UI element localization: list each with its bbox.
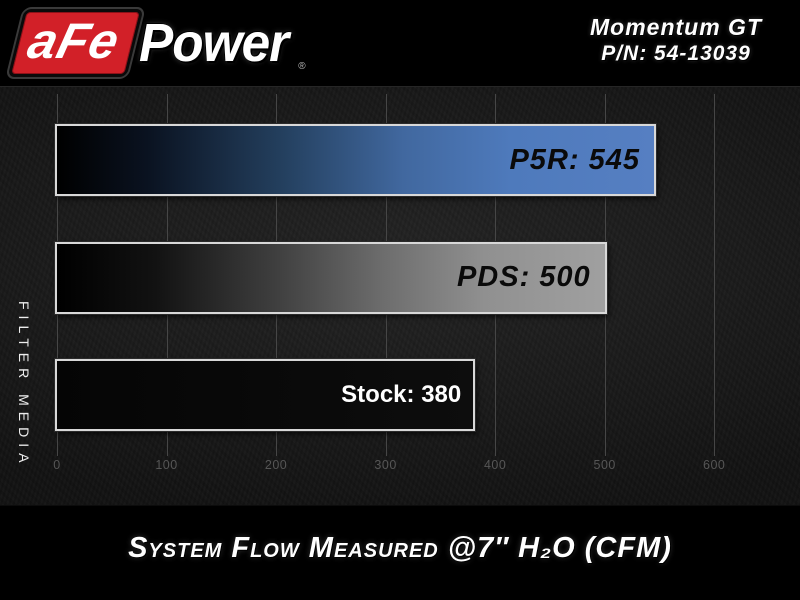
y-axis-label: FILTER MEDIA [16,300,32,469]
x-tick-label: 300 [374,458,397,472]
x-tick-label: 200 [264,458,288,472]
x-tick-label: 100 [155,458,178,472]
x-tick-label: 0 [53,458,61,472]
x-tick-label: 500 [593,458,616,472]
bar-stock: Stock: 380 [55,359,476,431]
bar-label-stock: Stock: 380 [341,381,462,408]
x-tick-label: 400 [483,458,507,472]
chart-panel: FILTER MEDIA P5R: 545 PDS: 500 Stock: 380 … [0,86,800,506]
x-tick-label: 600 [703,458,726,472]
bar-label-p5r: P5R: 545 [509,143,640,176]
power-logo-text: Power [139,13,289,73]
product-info: Momentum GT P/N: 54-13039 [590,14,762,66]
x-axis: 0 100 200 300 400 500 600 [53,456,769,480]
registered-trademark-icon: ® [298,61,306,72]
product-name: Momentum GT [590,14,762,40]
afe-logo-red-badge: aFe [7,9,144,77]
part-number: P/N: 54-13039 [601,42,751,65]
afe-power-logo: aFe Power ® [7,8,306,78]
gridline [714,94,716,456]
plot-area: P5R: 545 PDS: 500 Stock: 380 [55,94,769,456]
bar-pds: PDS: 500 [55,241,607,314]
bar-label-pds: PDS: 500 [456,261,591,293]
bar-p5r: P5R: 545 [55,124,656,196]
afe-logo-text: aFe [22,13,126,69]
chart-title: System Flow Measured @7″ H₂O (CFM) [128,532,672,564]
